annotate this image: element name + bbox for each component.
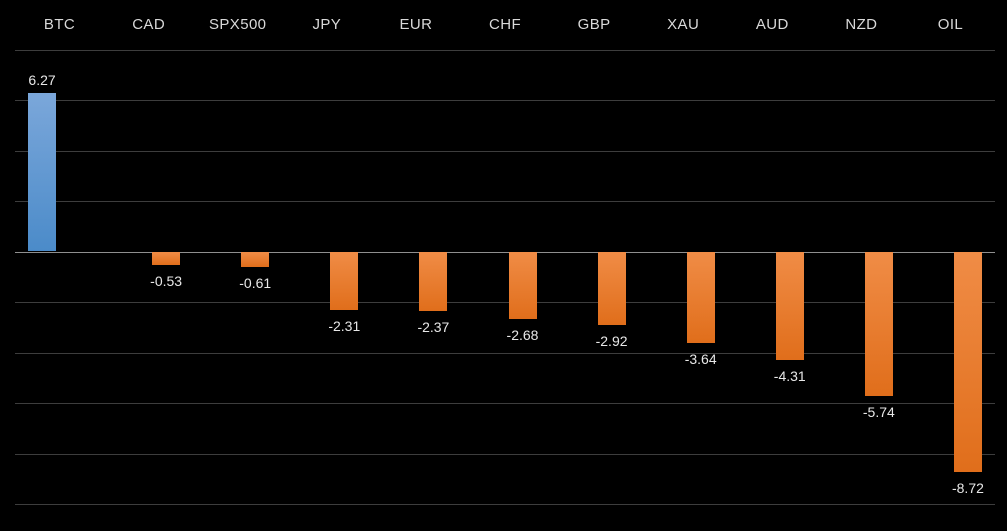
category-label-spx500: SPX500 (208, 16, 267, 33)
bar-chf (508, 251, 537, 320)
category-label-cad: CAD (132, 16, 166, 33)
bar-oil (953, 251, 982, 472)
bar-jpy (330, 251, 359, 310)
category-label-aud: AUD (755, 16, 789, 33)
bar-spx500 (241, 251, 270, 267)
gridline (15, 49, 995, 51)
gridline (15, 100, 995, 101)
category-label-jpy: JPY (312, 16, 342, 33)
bar-gbp (597, 251, 626, 326)
category-label-chf: CHF (488, 16, 522, 33)
value-label-jpy: -2.31 (328, 317, 361, 334)
value-label-xau: -3.64 (684, 351, 717, 368)
value-label-oil: -8.72 (951, 479, 984, 496)
category-label-eur: EUR (399, 16, 433, 33)
bar-cad (152, 251, 181, 265)
gridline (15, 403, 995, 404)
bar-btc (28, 93, 57, 252)
category-label-nzd: NZD (845, 16, 878, 33)
value-label-chf: -2.68 (506, 327, 539, 344)
gridline (15, 453, 995, 455)
value-label-eur: -2.37 (417, 319, 450, 336)
gridline (15, 302, 995, 303)
value-label-gbp: -2.92 (595, 333, 628, 350)
category-label-btc: BTC (43, 16, 76, 33)
category-label-xau: XAU (667, 16, 700, 33)
value-label-cad: -0.53 (150, 272, 183, 289)
bar-nzd (864, 251, 893, 397)
value-label-nzd: -5.74 (862, 404, 895, 421)
zero-axis-line (15, 251, 995, 253)
gridline (15, 352, 995, 354)
gridline (15, 504, 995, 505)
value-label-aud: -4.31 (773, 368, 806, 385)
bar-eur (419, 251, 448, 312)
bar-xau (686, 251, 715, 344)
value-label-spx500: -0.61 (239, 274, 272, 291)
gridline (15, 150, 995, 152)
category-label-oil: OIL (937, 16, 964, 33)
value-label-btc: 6.27 (28, 72, 56, 89)
category-label-gbp: GBP (577, 16, 611, 33)
bar-aud (775, 251, 804, 361)
gridline (15, 201, 995, 202)
